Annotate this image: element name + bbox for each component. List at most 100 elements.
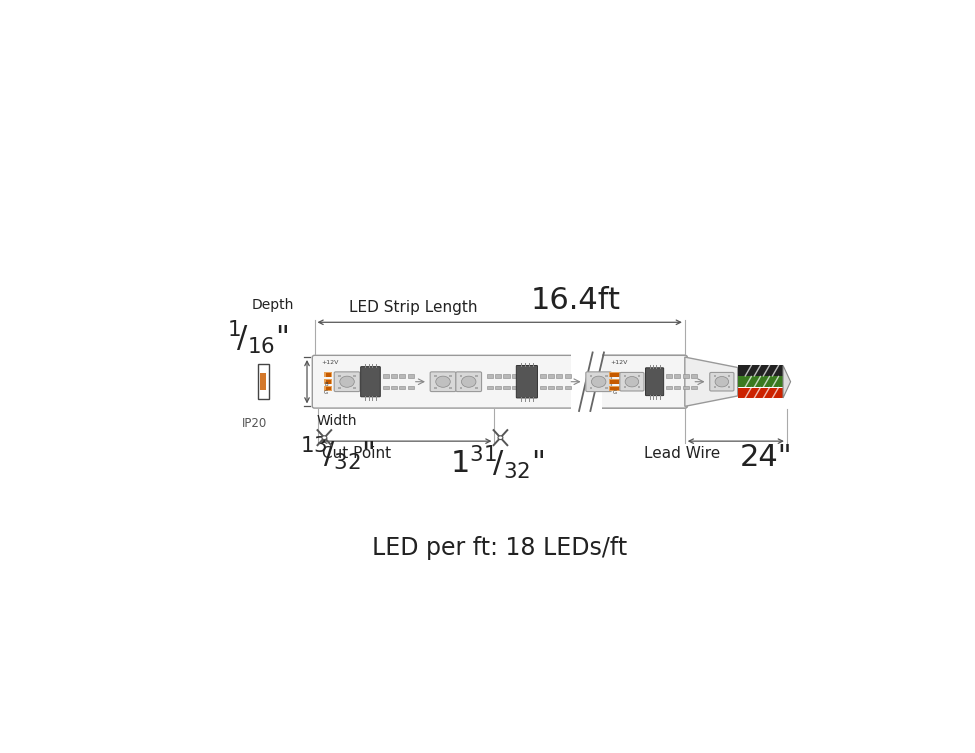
Bar (391, 386, 397, 389)
Bar (610, 373, 615, 376)
Circle shape (436, 376, 450, 387)
Bar (614, 373, 619, 376)
Bar (714, 386, 716, 388)
Bar (691, 386, 697, 389)
Text: G: G (612, 389, 616, 395)
Bar (503, 374, 510, 378)
Text: Depth: Depth (252, 298, 294, 312)
Text: $\mathregular{^1\!/_{16}}$": $\mathregular{^1\!/_{16}}$" (227, 318, 289, 355)
Bar (382, 386, 389, 389)
FancyBboxPatch shape (517, 365, 537, 398)
Bar (675, 374, 681, 378)
Bar (503, 386, 510, 389)
Text: IP20: IP20 (242, 416, 267, 430)
Bar (338, 375, 340, 376)
Bar (495, 386, 501, 389)
Bar (449, 375, 452, 376)
Bar (590, 375, 593, 376)
Bar (638, 386, 641, 388)
Bar (590, 386, 593, 389)
Bar (682, 386, 688, 389)
Text: G: G (324, 389, 328, 395)
Text: LED per ft: 18 LEDs/ft: LED per ft: 18 LEDs/ft (372, 536, 627, 560)
FancyBboxPatch shape (456, 372, 482, 392)
Bar (613, 379, 621, 384)
Bar (434, 375, 437, 376)
Bar (605, 386, 607, 389)
Bar (691, 374, 697, 378)
Text: 16.4ft: 16.4ft (530, 286, 620, 316)
Text: B: B (324, 382, 328, 387)
Polygon shape (783, 365, 791, 398)
Bar (325, 386, 332, 392)
Bar (399, 386, 406, 389)
Text: Lead Wire: Lead Wire (644, 446, 721, 461)
Text: LED Strip Length: LED Strip Length (348, 300, 477, 316)
FancyBboxPatch shape (430, 372, 456, 392)
Bar (613, 386, 621, 392)
Bar (512, 386, 518, 389)
Bar (738, 388, 783, 398)
FancyBboxPatch shape (645, 367, 664, 395)
Bar (459, 386, 462, 389)
Bar (459, 375, 462, 376)
Bar (548, 386, 554, 389)
FancyBboxPatch shape (586, 372, 611, 392)
Circle shape (461, 376, 476, 387)
Bar (434, 386, 437, 389)
Bar (326, 387, 331, 391)
Bar (353, 375, 356, 376)
Bar (738, 376, 783, 387)
Bar (624, 386, 626, 388)
Circle shape (498, 436, 503, 440)
Bar (540, 374, 546, 378)
Bar (557, 374, 563, 378)
FancyBboxPatch shape (710, 373, 734, 391)
Bar (610, 387, 615, 391)
Bar (565, 386, 570, 389)
Bar (727, 375, 730, 377)
Bar (666, 386, 672, 389)
Bar (487, 374, 493, 378)
Bar (338, 386, 340, 389)
Bar (571, 351, 602, 412)
Bar (408, 386, 413, 389)
Circle shape (715, 376, 728, 387)
Bar (738, 365, 783, 376)
Polygon shape (684, 357, 738, 407)
Bar (475, 386, 478, 389)
Bar (495, 374, 501, 378)
Bar (614, 387, 619, 391)
Bar (408, 374, 413, 378)
Bar (666, 374, 672, 378)
Bar (475, 375, 478, 376)
Bar (714, 375, 716, 377)
FancyBboxPatch shape (600, 355, 687, 408)
Bar (614, 380, 619, 383)
Bar (609, 386, 617, 392)
Bar (399, 374, 406, 378)
Bar (682, 374, 688, 378)
FancyBboxPatch shape (361, 367, 380, 397)
Bar (548, 374, 554, 378)
Bar (675, 386, 681, 389)
Bar (326, 373, 331, 376)
Bar (257, 364, 269, 399)
Bar (326, 380, 331, 383)
Bar (325, 372, 332, 377)
Text: $\mathregular{1^{31}\!/_{32}}$": $\mathregular{1^{31}\!/_{32}}$" (449, 444, 544, 481)
Bar (353, 386, 356, 389)
Bar (487, 386, 493, 389)
Text: Width: Width (317, 414, 357, 428)
Bar (260, 373, 266, 390)
Circle shape (592, 376, 605, 387)
Bar (325, 379, 332, 384)
FancyBboxPatch shape (312, 355, 687, 408)
Bar (449, 386, 452, 389)
Bar (610, 380, 615, 383)
Bar (512, 374, 518, 378)
Bar (609, 379, 617, 384)
Text: $\mathregular{^{13}\!/_{32}}$": $\mathregular{^{13}\!/_{32}}$" (300, 434, 375, 471)
Bar (382, 374, 389, 378)
Circle shape (625, 376, 639, 387)
